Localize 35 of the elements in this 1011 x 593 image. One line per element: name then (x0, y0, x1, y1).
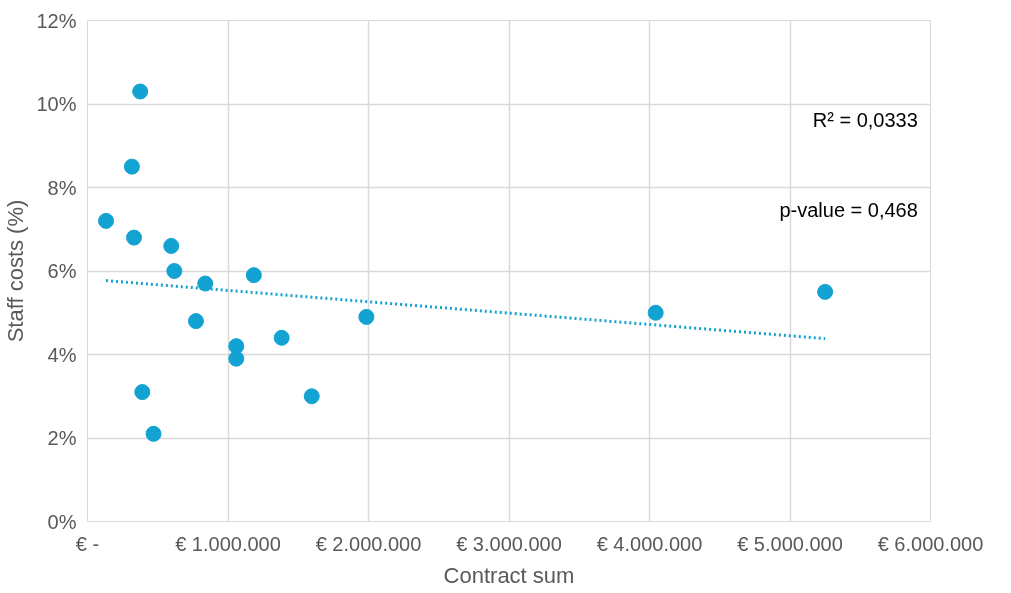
y-tick-label: 0% (47, 510, 77, 533)
x-tick-label: € 5.000.000 (737, 532, 843, 555)
point (197, 275, 214, 292)
point (132, 83, 149, 100)
point (134, 384, 151, 401)
x-tick-label: € 4.000.000 (596, 532, 703, 555)
y-tick-label: 6% (47, 260, 77, 282)
point (647, 304, 664, 321)
point (126, 229, 143, 246)
y-axis-title: Staff costs (%) (3, 199, 29, 343)
point (145, 425, 162, 442)
point (166, 263, 183, 279)
x-tick-label: € 2.000.000 (315, 532, 422, 555)
y-tick-label: 2% (47, 427, 77, 449)
x-axis-title: Contract sum (443, 562, 575, 588)
point (228, 350, 245, 367)
point (187, 313, 204, 330)
point (303, 388, 320, 405)
y-tick-label: 8% (47, 176, 77, 199)
annotation: R² = 0,0333 (812, 108, 918, 131)
point (123, 158, 140, 175)
x-tick-label: € - (75, 532, 100, 555)
point (245, 267, 262, 284)
point (273, 329, 290, 346)
x-tick-label: € 1.000.000 (175, 532, 281, 555)
point (358, 308, 375, 325)
y-tick-label: 12% (36, 9, 77, 32)
x-tick-label: € 3.000.000 (456, 532, 562, 555)
y-tick-label: 10% (36, 93, 77, 115)
point (98, 212, 115, 229)
y-tick-label: 4% (47, 343, 77, 366)
annotation: p-value = 0,468 (779, 198, 918, 221)
point (817, 283, 834, 300)
point (163, 237, 180, 254)
x-tick-label: € 6.000.000 (877, 532, 984, 555)
